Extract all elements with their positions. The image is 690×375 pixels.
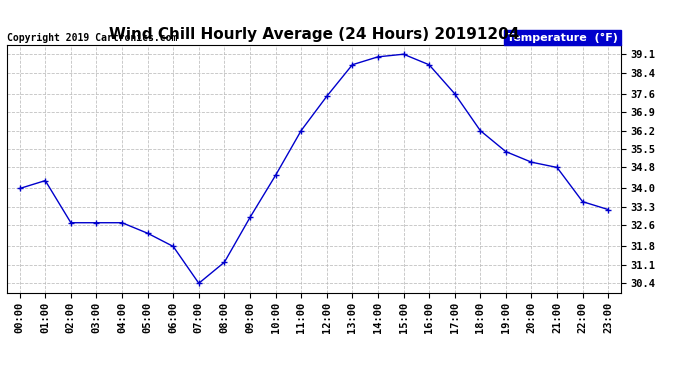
Title: Wind Chill Hourly Average (24 Hours) 20191204: Wind Chill Hourly Average (24 Hours) 201… xyxy=(109,27,519,42)
Text: Temperature  (°F): Temperature (°F) xyxy=(507,33,618,42)
Text: Copyright 2019 Cartronics.com: Copyright 2019 Cartronics.com xyxy=(7,33,177,42)
